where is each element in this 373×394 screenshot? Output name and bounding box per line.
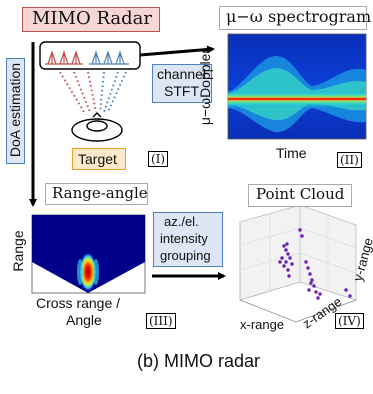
spectrogram-xlabel: Time [276,145,307,161]
radar-title: MIMO Radar [32,8,153,29]
spectrogram-title: μ−ω spectrogram [226,7,372,26]
target-label: Target [78,151,117,167]
figure-caption: (b) MIMO radar [137,351,261,371]
target-box [72,148,126,170]
range-angle-xlabel-line1: Cross range / [36,295,121,311]
radar-title-box [22,7,160,32]
step-label-ii: (II) [337,152,362,168]
point-cloud-title: Point Cloud [256,185,345,203]
channel-stft-line1: channel [157,66,207,82]
arrow-to-spectrogram [139,45,215,57]
grouping-box [153,212,223,267]
point-cloud-x-label: x-range [240,317,285,332]
point-cloud-axes-box [239,204,357,323]
rx-antennas [89,50,129,65]
step-label-i: (I) [148,151,169,167]
grouping-line2: intensity [160,231,208,246]
channel-stft-line2: STFT [164,83,199,99]
channel-stft-box [152,64,212,103]
target-head-icon [71,112,123,142]
step-label-iv: (IV) [335,313,364,329]
range-angle-title: Range-angle [52,184,148,202]
spectrogram-plot [227,33,367,140]
doa-label: DoA estimation [7,62,23,158]
antenna-array-frame [39,41,141,70]
range-angle-heatmap [31,214,146,294]
range-angle-ylabel: Range [10,230,26,272]
step-label-iii: (III) [146,313,176,329]
range-angle-xlabel-line2: Angle [66,312,102,328]
point-cloud-title-box [248,184,352,207]
doa-box [6,58,25,164]
spectrogram-title-box [219,6,367,30]
grouping-line3: grouping [160,248,211,263]
point-cloud-points [278,228,352,300]
grouping-line1: az./el. [164,214,199,229]
range-angle-title-box [45,183,148,205]
wave-dots [59,71,127,113]
spectrogram-ylabel: μ−ωDoppler [197,48,213,126]
tx-antennas [45,50,83,65]
